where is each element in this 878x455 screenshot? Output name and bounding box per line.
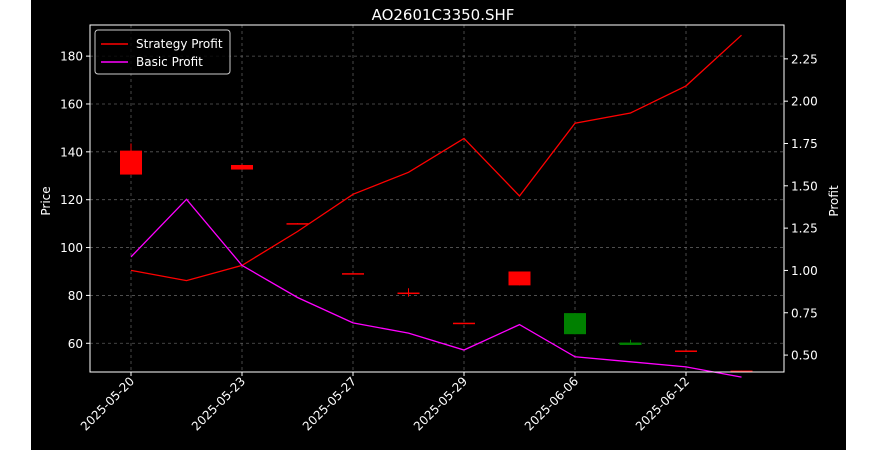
candle-body: [675, 350, 697, 352]
y-tick-label-right: 2.25: [791, 52, 818, 66]
candle-body: [619, 342, 642, 345]
basic-profit-line: [130, 198, 742, 378]
y-tick-label-right: 0.75: [791, 306, 818, 320]
grid-layer: [90, 25, 784, 372]
strategy-profit-line: [130, 34, 742, 282]
y-tick-label-left: 80: [68, 289, 83, 303]
y-tick-label-right: 1.50: [791, 179, 818, 193]
y-tick-label-right: 0.50: [791, 349, 818, 363]
candle-body: [342, 273, 364, 275]
chart-figure: AO2601C3350.SHF 60 80 100 120 140 160 180 0.50 0…: [31, 0, 846, 450]
legend-box: [94, 29, 231, 75]
y-axis-label-right: Profit: [827, 185, 841, 217]
candle-layer: [120, 143, 753, 373]
axis-layer: 60 80 100 120 140 160 180 0.50 0.75 1.00 1.25 1.50 1…: [60, 50, 818, 434]
x-tick-label: 2025-06-06: [522, 374, 581, 433]
y-tick-label-left: 140: [60, 145, 83, 159]
legend: Strategy Profit Basic Profit: [94, 29, 231, 75]
candle-body: [453, 322, 475, 325]
y-tick-label-left: 60: [68, 337, 83, 351]
y-tick-label-left: 120: [60, 193, 83, 207]
candle-body: [397, 292, 420, 295]
candle-body: [564, 313, 586, 335]
candle-body: [286, 223, 309, 225]
y-tick-label-right: 1.00: [791, 264, 818, 278]
candle-body: [120, 150, 142, 175]
line-layer: [130, 34, 742, 378]
x-tick-label: 2025-06-12: [633, 374, 692, 433]
x-tick-label: 2025-05-23: [189, 374, 248, 433]
y-tick-label-right: 1.25: [791, 222, 818, 236]
y-tick-label-right: 1.75: [791, 137, 818, 151]
y-tick-label-right: 2.00: [791, 95, 818, 109]
plot-area-frame: [89, 24, 785, 373]
y-tick-label-left: 100: [60, 241, 83, 255]
candle-body: [231, 164, 253, 170]
x-tick-label: 2025-05-20: [78, 374, 137, 433]
y-tick-label-left: 160: [60, 97, 83, 111]
y-tick-label-left: 180: [60, 50, 83, 64]
chart-title: AO2601C3350.SHF: [372, 6, 515, 24]
y-axis-label-left: Price: [39, 186, 53, 215]
x-tick-label: 2025-05-27: [300, 374, 359, 433]
chart-svg: AO2601C3350.SHF 60 80 100 120 140 160 180 0.50 0…: [39, 6, 841, 434]
legend-basic-label: Basic Profit: [136, 55, 203, 69]
candle-body: [730, 370, 753, 373]
legend-strategy-label: Strategy Profit: [136, 37, 223, 51]
candle-body: [508, 271, 531, 286]
x-tick-label: 2025-05-29: [411, 374, 470, 433]
